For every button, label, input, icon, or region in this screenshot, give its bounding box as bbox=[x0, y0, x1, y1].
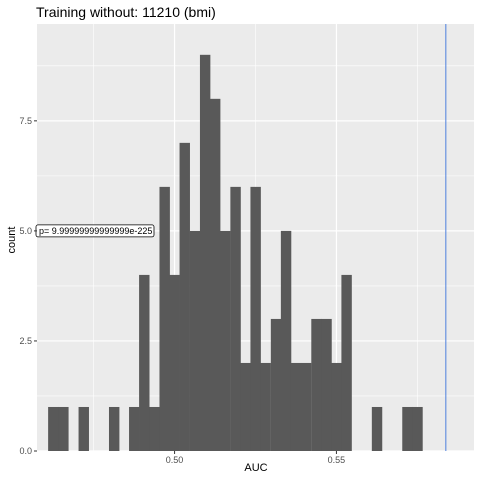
y-tick-label: 0.0 bbox=[19, 446, 32, 456]
x-tick-label: 0.50 bbox=[166, 455, 184, 465]
y-axis-ticks: 0.0 2.5 5.0 7.5 bbox=[19, 116, 37, 456]
histogram-bar bbox=[149, 406, 160, 451]
histogram-bar bbox=[270, 318, 282, 451]
histogram-bar bbox=[189, 230, 201, 451]
p-value-label: p= 9.99999999999999e-225 bbox=[39, 226, 152, 236]
histogram-bar bbox=[331, 362, 342, 451]
y-axis-title: count bbox=[6, 227, 18, 254]
histogram-bar bbox=[300, 362, 312, 451]
histogram-bar bbox=[412, 406, 423, 451]
chart-title: Training without: 11210 (bmi) bbox=[36, 4, 216, 20]
histogram-bar bbox=[290, 362, 302, 451]
histogram-bar bbox=[341, 274, 352, 451]
histogram-bar bbox=[209, 98, 221, 451]
x-axis-ticks: 0.50 0.55 bbox=[166, 451, 345, 465]
x-axis-title: AUC bbox=[244, 462, 267, 474]
histogram-bar bbox=[199, 54, 211, 452]
histogram-bars bbox=[48, 54, 423, 452]
y-tick-label: 5.0 bbox=[19, 226, 32, 236]
histogram-bar bbox=[371, 406, 383, 451]
histogram-bar bbox=[129, 406, 140, 451]
histogram-bar bbox=[260, 362, 271, 451]
histogram-bar bbox=[280, 230, 292, 451]
histogram-bar bbox=[48, 406, 59, 451]
histogram-bar bbox=[179, 142, 190, 452]
histogram-bar bbox=[230, 186, 241, 451]
histogram-bar bbox=[108, 406, 120, 451]
histogram-bar bbox=[321, 318, 332, 451]
y-tick-label: 7.5 bbox=[19, 116, 32, 126]
y-tick-label: 2.5 bbox=[19, 336, 32, 346]
histogram-bar bbox=[139, 274, 150, 451]
x-tick-label: 0.55 bbox=[328, 455, 346, 465]
histogram-bar bbox=[402, 406, 413, 451]
histogram-bar bbox=[169, 274, 180, 451]
histogram-bar bbox=[159, 186, 170, 451]
histogram-bar bbox=[240, 362, 251, 451]
histogram-bar bbox=[311, 318, 322, 451]
p-value-annotation: p= 9.99999999999999e-225 bbox=[35, 224, 155, 238]
histogram-bar bbox=[78, 406, 89, 451]
histogram-bar bbox=[220, 230, 231, 451]
histogram-bar bbox=[58, 406, 69, 451]
histogram-bar bbox=[250, 186, 261, 451]
